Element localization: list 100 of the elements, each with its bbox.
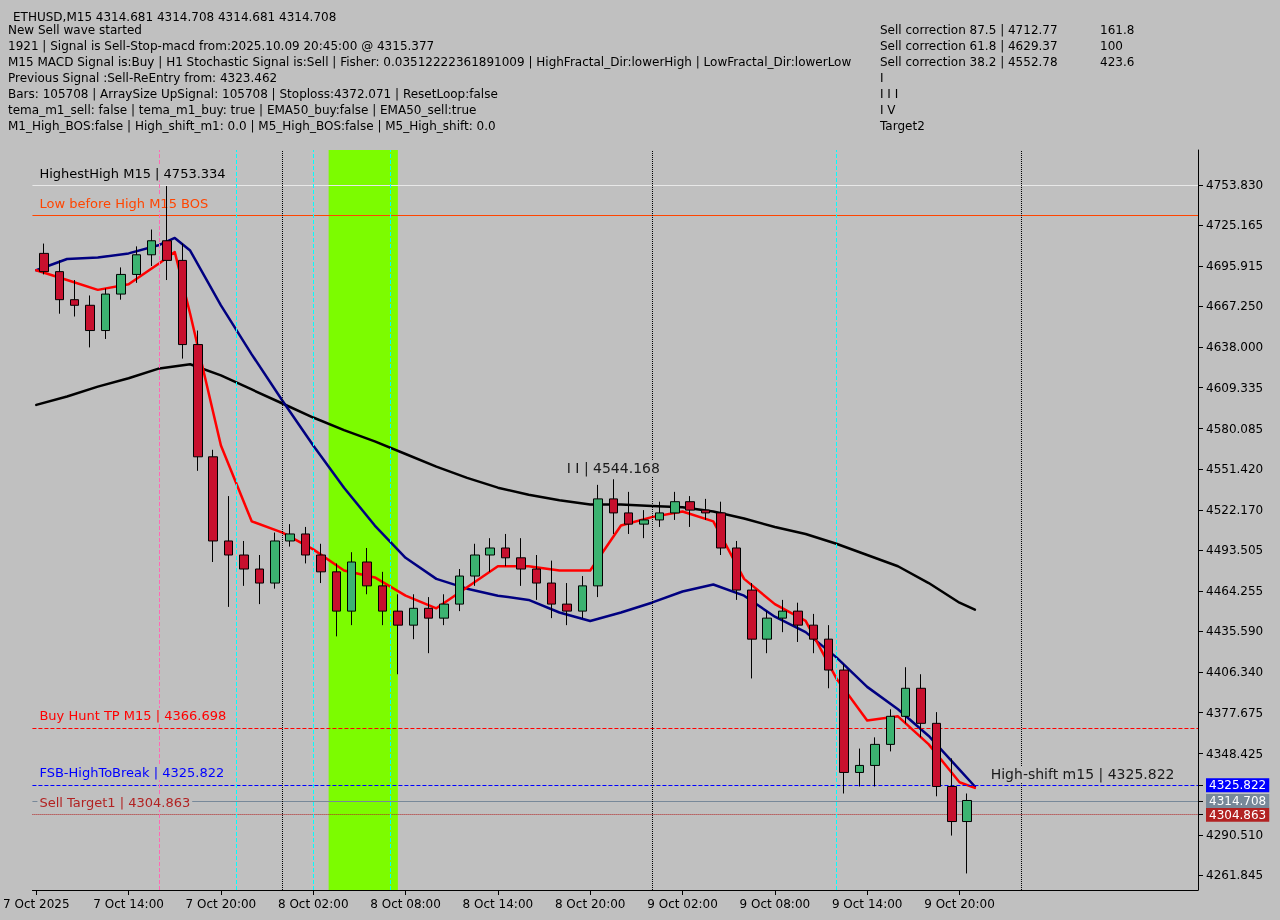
candlestick [485,537,495,573]
x-tick-label: 8 Oct 20:00 [554,897,626,911]
candlestick [439,593,449,626]
candlestick [762,610,772,654]
y-tick-label: 4290.510 [1206,827,1264,842]
candlestick [562,582,572,626]
y-tick-label: 4314.708 [1209,793,1267,808]
candlestick [255,554,264,605]
x-tick-label: 8 Oct 08:00 [370,897,441,911]
y-tick-label: 4261.845 [1206,868,1264,883]
candlestick [532,554,541,601]
candlestick [208,449,218,563]
candlestick [901,666,910,724]
candlestick [962,792,972,874]
x-tick-label: 7 Oct 2025 [2,897,70,911]
candlestick [855,748,864,787]
annotation: High-shift m15 | 4325.822 [990,766,1175,784]
candlestick [332,562,341,637]
candlestick [716,501,726,556]
x-tick-label: 7 Oct 14:00 [93,897,164,911]
text: I [880,71,884,85]
candlestick [947,757,957,837]
candlestick [639,509,649,539]
ref-line-label: FSB-HighToBreak | 4325.822 [39,765,225,781]
candlestick [732,540,741,601]
candlestick [393,593,403,675]
candlestick [409,593,418,640]
candlestick [547,560,556,619]
candlestick [239,540,249,587]
text: Target2 [879,119,925,133]
candlestick [701,498,710,521]
candlestick [347,551,356,626]
candlestick [455,568,464,612]
candlestick [132,245,141,284]
x-tick-label: 9 Oct 20:00 [924,897,995,911]
text: 161.8 [1100,23,1135,37]
ref-line-label: Buy Hunt TP M15 | 4366.698 [39,707,227,723]
text: 100 [1100,39,1123,53]
text: I V [880,103,897,117]
ref-line-label: HighestHigh M15 | 4753.334 [39,165,226,181]
candlestick [362,547,372,595]
candlestick [685,495,695,528]
candlestick [39,243,49,275]
annotation: I I | 4544.168 [566,460,660,478]
y-tick-label: 4551.420 [1206,461,1264,476]
candlestick [116,266,126,301]
text: tema_m1_sell: false | tema_m1_buy: true | EMA50_buy:false | EMA50_sell:true [8,103,477,117]
y-tick-label: 4348.425 [1206,746,1264,761]
text: Previous Signal :Sell-ReEntry from: 4323.462 [8,71,278,85]
candlestick [624,491,633,535]
x-tick-label: 9 Oct 08:00 [739,897,811,911]
candlestick [224,495,233,608]
y-tick-label: 4435.590 [1206,624,1264,639]
y-tick-label: 4377.675 [1206,705,1264,720]
x-tick-label: 8 Oct 14:00 [462,897,534,911]
candlestick [316,543,326,584]
candlestick [147,229,156,267]
x-tick-label: 7 Oct 20:00 [185,897,257,911]
candlestick [101,287,110,340]
chart-title: ETHUSD,M15 4314.681 4314.708 4314.681 4314.708 [13,10,337,24]
candlestick [378,571,387,626]
x-tick-label: 9 Oct 14:00 [831,897,903,911]
candlestick [916,673,926,738]
x-tick-label: 9 Oct 02:00 [647,897,718,911]
candlestick [824,624,833,689]
candlestick [470,543,480,587]
x-tick-label: 8 Oct 02:00 [277,897,349,911]
candlestick [932,711,941,797]
ref-line-label: Sell Target1 | 4304.863 [39,794,191,810]
candlestick [793,602,803,643]
candlestick [778,599,787,633]
text: Bars: 105708 | ArraySize UpSignal: 105708 | Stoploss:4372.071 | ResetLoop:false [8,87,498,101]
candlestick [55,259,64,315]
text: M15 MACD Signal is:Buy | H1 Stochastic Signal is:Sell | Fisher: 0.03512222361891009 | HighFractal_Dir:lowerHigh | LowFractal_Dir:lowerLow [8,55,852,69]
candlestick [609,478,618,535]
candlestick [578,575,587,619]
text: 423.6 [1100,55,1135,69]
candlestick [886,708,895,752]
text: Sell correction 87.5 | 4712.77 [880,23,1058,37]
y-tick-label: 4493.505 [1206,543,1264,558]
candlestick [839,663,849,794]
text: I I I [880,87,899,101]
y-tick-label: 4725.165 [1206,218,1264,233]
candlestick [516,537,526,587]
y-tick-label: 4325.822 [1209,778,1267,793]
candlestick [593,484,603,598]
candlestick [301,526,310,564]
y-tick-label: 4667.250 [1206,299,1264,314]
text: Sell correction 38.2 | 4552.78 [880,55,1058,69]
candlestick [70,279,79,318]
y-tick-label: 4406.340 [1206,665,1264,680]
y-tick-label: 4609.335 [1206,380,1264,395]
candlestick [809,613,818,654]
candlestick [655,501,664,528]
y-tick-label: 4304.863 [1209,807,1267,822]
y-tick-label: 4638.000 [1206,340,1264,355]
y-tick-label: 4753.830 [1206,177,1264,192]
candlestick [424,596,433,654]
text: 1921 | Signal is Sell-Stop-macd from:2025.10.09 20:45:00 @ 4315.377 [8,39,435,53]
y-tick-label: 4522.170 [1206,502,1264,517]
